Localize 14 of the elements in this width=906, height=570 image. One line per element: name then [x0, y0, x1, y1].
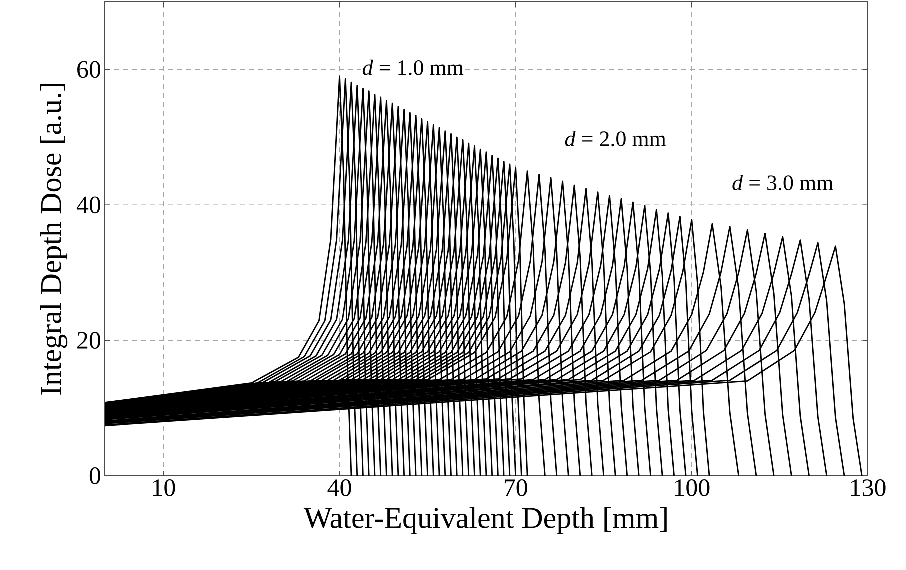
y-tick-label: 60 [78, 61, 101, 78]
y-tick-label: 20 [78, 332, 101, 350]
x-axis-title: Water-Equivalent Depth [mm] [304, 507, 667, 534]
annotation: d = 1.0 mm [362, 60, 464, 76]
x-tick-label: 40 [328, 480, 352, 496]
y-tick-label: 40 [76, 196, 101, 214]
y-tick-label: 0 [90, 468, 101, 484]
x-tick-label: 100 [675, 480, 710, 496]
annotation: d = 2.0 mm [565, 130, 666, 147]
annotation: d = 3.0 mm [732, 175, 834, 191]
x-tick-label: 70 [504, 480, 528, 496]
x-tick-label: 130 [851, 480, 886, 496]
x-tick-label: 10 [153, 480, 176, 496]
y-axis-title: Integral Depth Dose [a.u.] [40, 84, 68, 395]
